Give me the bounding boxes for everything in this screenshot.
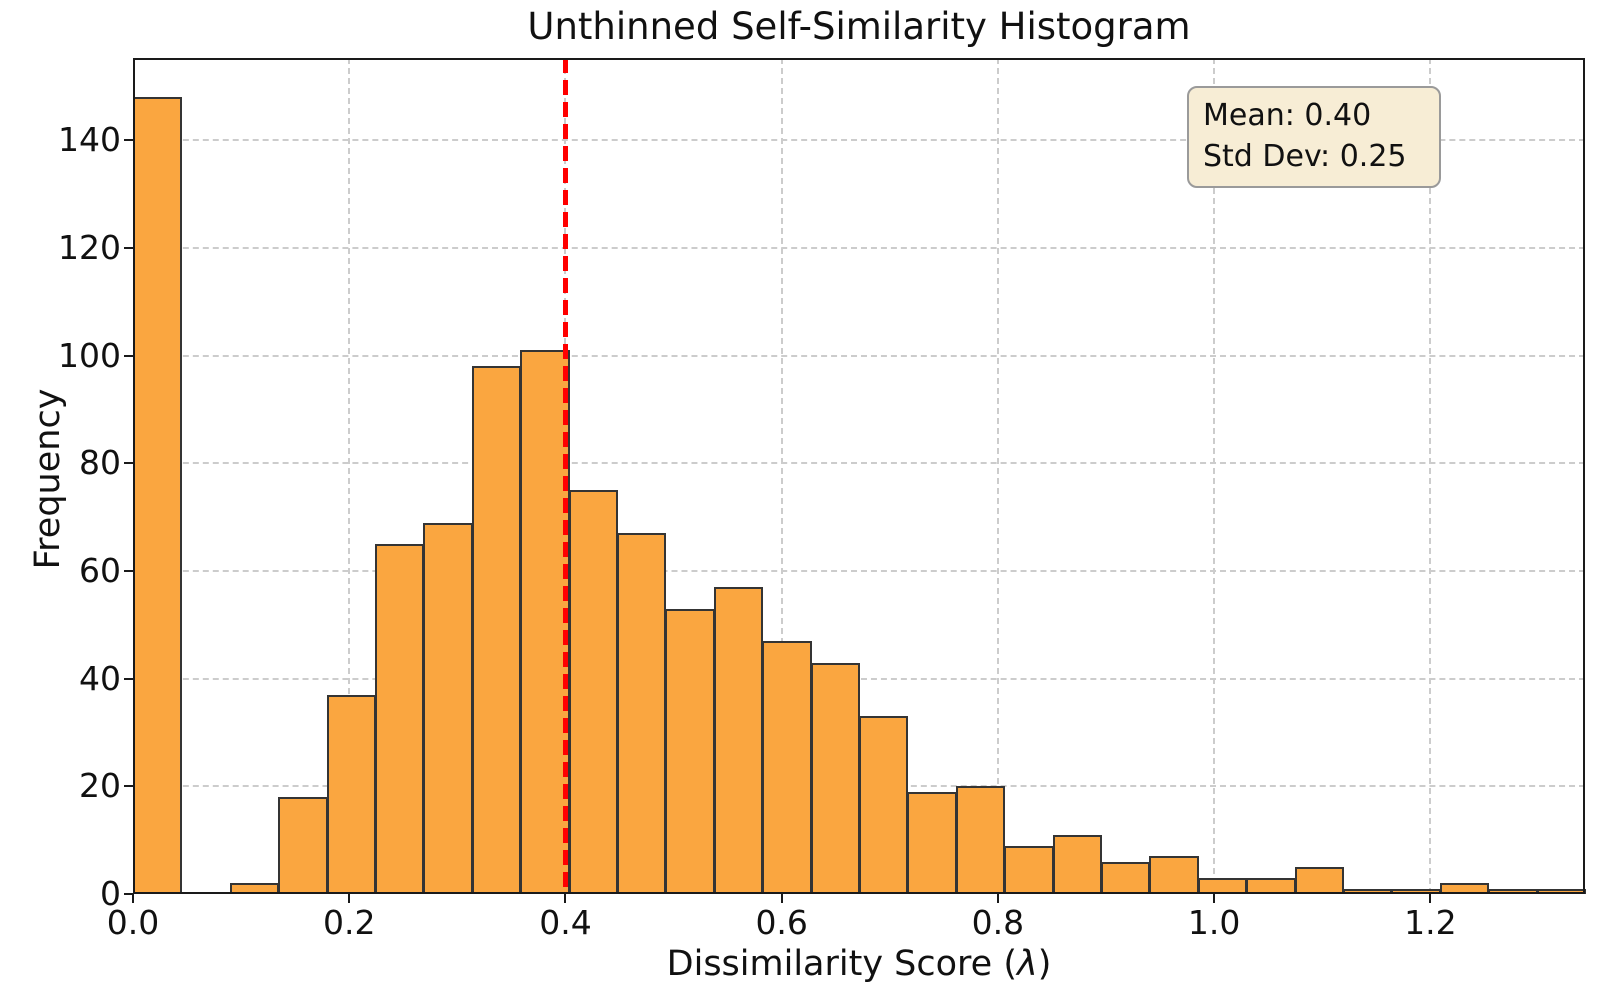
x-tick-label: 0.0 bbox=[106, 903, 160, 942]
x-tick bbox=[1213, 894, 1216, 903]
histogram-bar bbox=[423, 522, 473, 894]
x-tick bbox=[564, 894, 567, 903]
histogram-bar bbox=[1439, 883, 1490, 894]
gridline-y bbox=[133, 247, 1585, 250]
gridline-x bbox=[1213, 58, 1216, 894]
histogram-bar bbox=[955, 786, 1006, 894]
histogram-bar bbox=[1197, 877, 1248, 894]
histogram-bar bbox=[278, 797, 328, 894]
histogram-bar bbox=[907, 791, 957, 894]
y-tick bbox=[124, 354, 133, 357]
x-tick bbox=[132, 894, 134, 903]
y-tick-label: 40 bbox=[79, 658, 121, 698]
y-tick-label: 0 bbox=[100, 874, 121, 913]
gridline-x bbox=[780, 58, 783, 894]
y-tick-label: 80 bbox=[79, 443, 121, 483]
y-tick bbox=[124, 462, 133, 465]
histogram-bar bbox=[326, 694, 376, 894]
histogram-bar bbox=[229, 883, 280, 894]
x-tick-label: 0.6 bbox=[755, 903, 808, 942]
histogram-bar bbox=[133, 97, 183, 894]
gridline-x bbox=[996, 58, 999, 894]
histogram-bar bbox=[1536, 888, 1587, 894]
y-tick-label: 100 bbox=[58, 335, 121, 375]
stats-mean: Mean: 0.40 bbox=[1203, 98, 1372, 133]
gridline-y bbox=[133, 354, 1585, 357]
y-tick bbox=[124, 785, 133, 788]
lambda-symbol: λ bbox=[1016, 944, 1038, 984]
gridline-x bbox=[348, 58, 351, 894]
x-axis-label-text: Dissimilarity Score ( bbox=[666, 944, 1017, 984]
histogram-bar bbox=[665, 608, 715, 894]
x-tick bbox=[348, 894, 351, 903]
mean-line bbox=[562, 58, 568, 894]
y-tick bbox=[124, 677, 133, 680]
y-tick bbox=[124, 570, 133, 572]
stats-stddev: Std Dev: 0.25 bbox=[1203, 138, 1407, 174]
histogram-bar bbox=[713, 587, 764, 894]
x-tick bbox=[1429, 894, 1432, 903]
histogram-bar bbox=[1149, 856, 1199, 894]
histogram-bar bbox=[1246, 877, 1296, 894]
y-tick-label: 120 bbox=[58, 228, 121, 268]
histogram-bar bbox=[1488, 888, 1538, 894]
y-tick-label: 60 bbox=[79, 551, 121, 590]
gridline-y bbox=[133, 139, 1585, 142]
y-tick-label: 20 bbox=[79, 766, 121, 806]
x-tick-label: 1.0 bbox=[1187, 903, 1241, 942]
histogram-bar bbox=[1004, 845, 1054, 894]
histogram-bar bbox=[568, 490, 619, 894]
histogram-bar bbox=[1052, 834, 1103, 894]
x-tick bbox=[780, 894, 783, 903]
histogram-bar bbox=[810, 662, 861, 894]
histogram-bar bbox=[859, 716, 909, 894]
gridline-y bbox=[133, 462, 1585, 465]
chart-title: Unthinned Self-Similarity Histogram bbox=[527, 5, 1191, 48]
y-tick-label: 140 bbox=[58, 120, 121, 160]
x-axis-label: Dissimilarity Score (λ) bbox=[133, 944, 1585, 984]
gridline-x bbox=[1429, 58, 1432, 894]
histogram-bar bbox=[471, 366, 522, 894]
x-axis-label-suffix: ) bbox=[1037, 944, 1052, 984]
gridline-y bbox=[133, 570, 1585, 572]
x-tick bbox=[996, 894, 999, 903]
histogram-bar bbox=[1391, 888, 1441, 894]
x-tick-label: 0.2 bbox=[322, 903, 376, 942]
x-tick-label: 0.8 bbox=[971, 903, 1025, 942]
y-axis-label: Frequency bbox=[28, 388, 68, 570]
histogram-bar bbox=[1294, 867, 1345, 894]
histogram-bar bbox=[375, 544, 425, 894]
histogram-bar bbox=[1343, 888, 1393, 894]
histogram-bar bbox=[617, 533, 667, 894]
histogram-bar bbox=[1101, 861, 1151, 894]
histogram-bar bbox=[520, 350, 570, 894]
x-tick-label: 0.4 bbox=[539, 903, 592, 942]
stats-box: Mean: 0.40 Std Dev: 0.25 bbox=[1187, 86, 1441, 188]
x-tick-label: 1.2 bbox=[1404, 903, 1457, 942]
histogram-bar bbox=[762, 640, 812, 894]
y-tick bbox=[124, 893, 133, 895]
y-tick bbox=[124, 139, 133, 142]
plot-area bbox=[133, 58, 1587, 894]
y-tick bbox=[124, 247, 133, 250]
